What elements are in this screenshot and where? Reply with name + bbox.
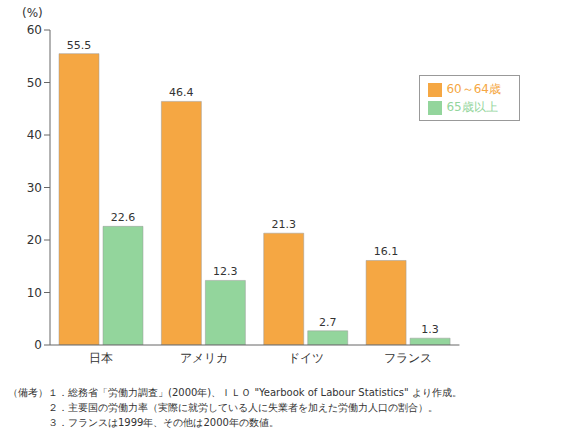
svg-text:20: 20 (27, 233, 42, 247)
svg-text:アメリカ: アメリカ (180, 351, 228, 365)
svg-text:ドイツ: ドイツ (288, 351, 324, 365)
svg-text:55.5: 55.5 (67, 39, 92, 52)
html-text:２．主要国の労働力率（実際に就労している人に失業者を加えた労: ２．主要国の労働力率（実際に就労している人に失業者を加えた労働力人口の割合）。 (48, 402, 438, 413)
svg-text:0: 0 (34, 338, 42, 352)
svg-text:50: 50 (27, 76, 42, 90)
svg-text:21.3: 21.3 (271, 218, 296, 231)
svg-text:フランス: フランス (384, 351, 432, 365)
svg-text:1.3: 1.3 (421, 323, 439, 336)
svg-text:10: 10 (27, 286, 42, 300)
html-text:３．フランスは1999年、その他は2000年の数値。: ３．フランスは1999年、その他は2000年の数値。 (48, 417, 279, 428)
svg-text:日本: 日本 (89, 351, 113, 365)
svg-text:12.3: 12.3 (213, 265, 238, 278)
html-text:65歳以上: 65歳以上 (446, 100, 498, 114)
svg-text:60: 60 (27, 23, 42, 37)
svg-text:2.7: 2.7 (319, 316, 337, 329)
svg-text:30: 30 (27, 181, 42, 195)
svg-text:16.1: 16.1 (374, 245, 399, 258)
html-text:（備考）１．総務省「労働力調査」(2000年)、ＩＬＯ "Y: （備考）１．総務省「労働力調査」(2000年)、ＩＬＯ "Yearbook of… (8, 387, 462, 398)
svg-text:22.6: 22.6 (111, 211, 136, 224)
svg-text:40: 40 (27, 128, 42, 142)
html-text:60～64歳: 60～64歳 (446, 82, 501, 96)
svg-text:46.4: 46.4 (169, 86, 194, 99)
